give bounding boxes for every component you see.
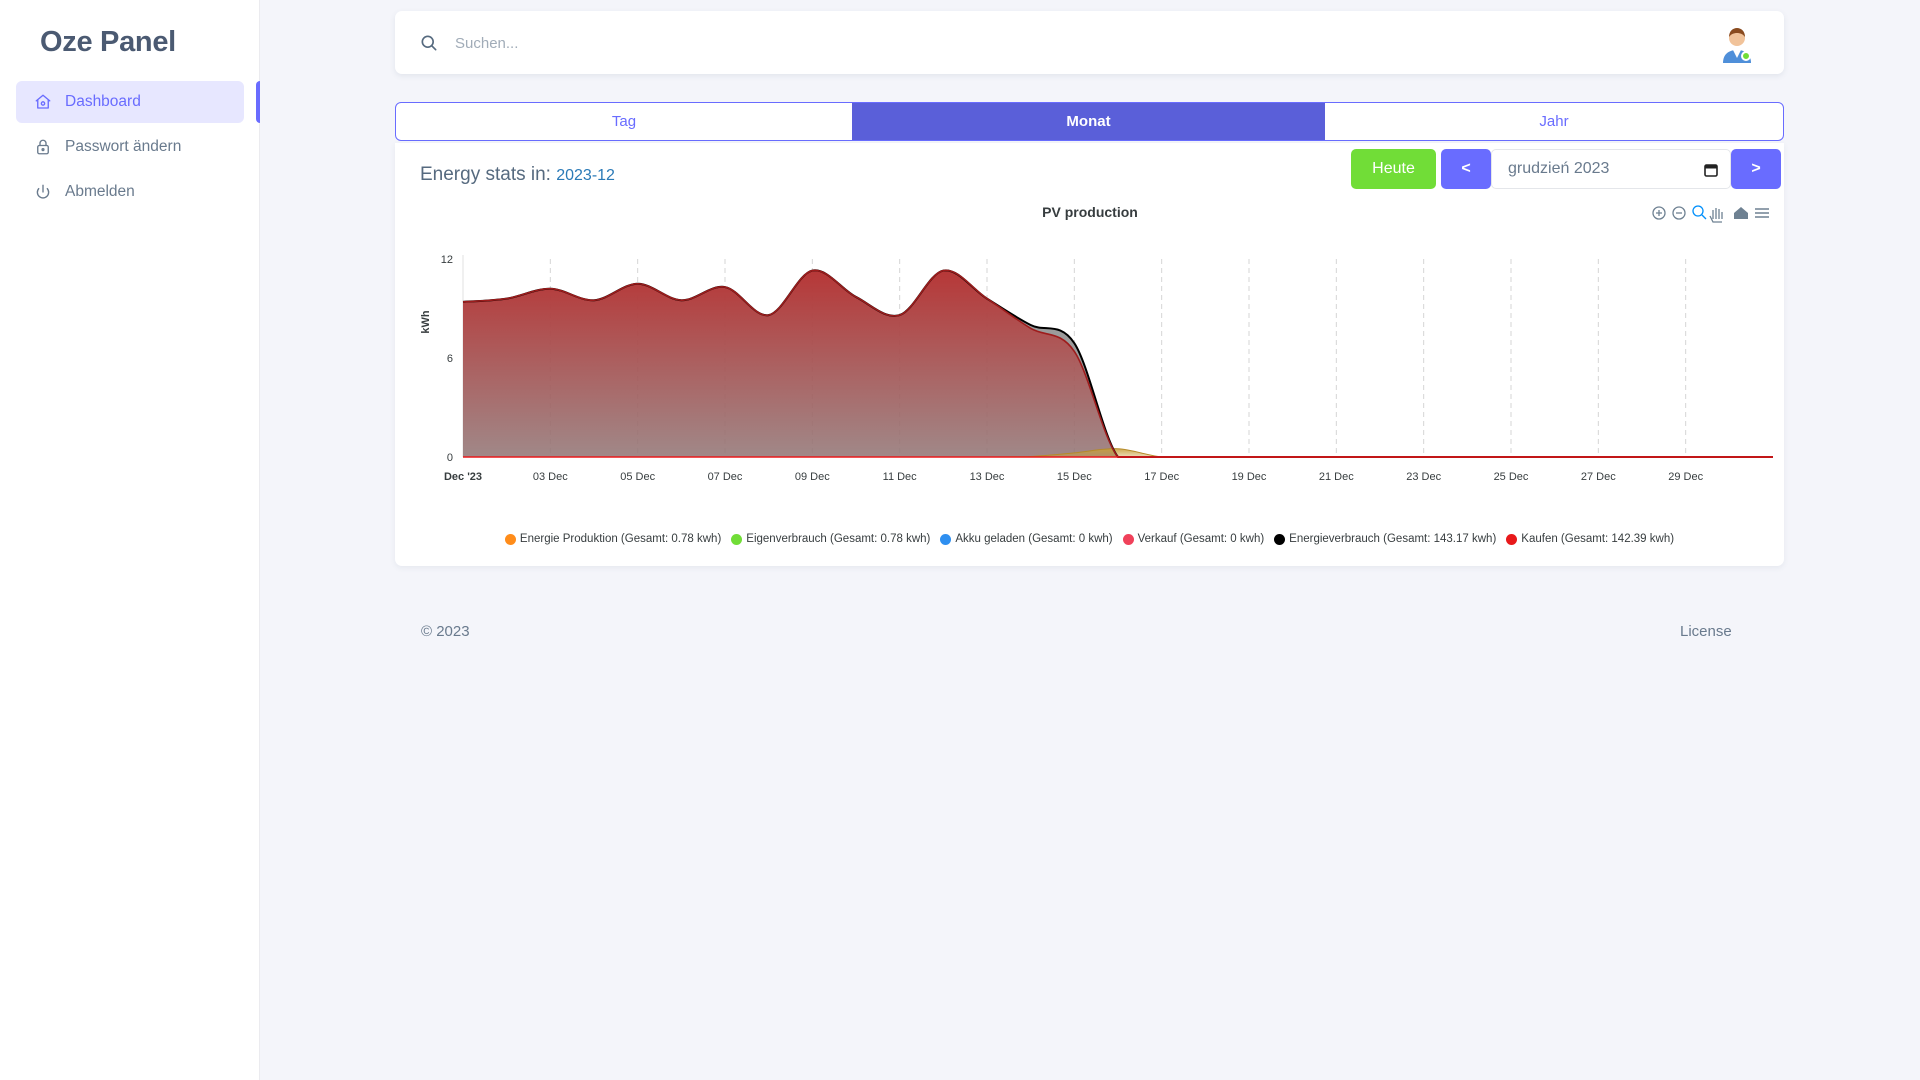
search-input[interactable] (455, 29, 1055, 57)
x-tick-label: 15 Dec (1057, 471, 1092, 483)
x-tick-label: 17 Dec (1144, 471, 1179, 483)
sidebar-item-dashboard[interactable]: Dashboard (16, 81, 244, 123)
footer-license-link[interactable]: License (1680, 623, 1732, 640)
chart-series (462, 269, 1773, 458)
x-tick-label: 25 Dec (1494, 471, 1529, 483)
y-tick-label: 0 (447, 452, 453, 464)
legend-marker (504, 533, 516, 545)
series-area-energie-produktion (463, 448, 1773, 457)
active-indicator (256, 81, 260, 123)
stats-period: 2023-12 (556, 167, 615, 184)
chart-legend: Energie Produktion (Gesamt: 0.78 kwh) Eig… (395, 533, 1784, 545)
zoom-out-icon[interactable] (1672, 206, 1686, 220)
tab-month[interactable]: Monat (852, 103, 1325, 140)
reset-home-icon[interactable] (1734, 207, 1748, 219)
pv-production-chart: PV production kWh 0 6 12 Dec '23 03 Dec 05 D… (420, 204, 1773, 483)
y-axis-label: kWh (420, 310, 432, 334)
x-tick-label: Dec '23 (444, 471, 482, 483)
legend-item[interactable]: Energie Produktion (Gesamt: 0.78 kwh) (504, 533, 722, 545)
sidebar-item-logout[interactable]: Abmelden (16, 171, 244, 213)
x-tick-label: 07 Dec (708, 471, 743, 483)
calendar-icon[interactable] (1704, 163, 1718, 177)
legend-label: Eigenverbrauch (Gesamt: 0.78 kwh) (746, 533, 931, 545)
x-axis-ticks: Dec '23 03 Dec 05 Dec 07 Dec 09 Dec 11 Dec 13 … (444, 471, 1704, 483)
legend-label: Verkauf (Gesamt: 0 kwh) (1137, 533, 1265, 545)
sidebar-item-change-password[interactable]: Passwort ändern (16, 126, 244, 168)
x-tick-label: 13 Dec (970, 471, 1005, 483)
legend-label: Akku geladen (Gesamt: 0 kwh) (955, 533, 1113, 545)
x-tick-label: 23 Dec (1406, 471, 1441, 483)
sidebar-item-label: Passwort ändern (65, 138, 182, 155)
legend-label: Energieverbrauch (Gesamt: 143.17 kwh) (1289, 533, 1497, 545)
legend-item[interactable]: Kaufen (Gesamt: 142.39 kwh) (1506, 533, 1674, 545)
legend-item[interactable]: Eigenverbrauch (Gesamt: 0.78 kwh) (731, 533, 930, 545)
next-month-button[interactable]: > (1731, 149, 1781, 189)
zoom-in-icon[interactable] (1652, 206, 1666, 220)
chart-title: PV production (1042, 204, 1138, 220)
pan-hand-icon[interactable] (1709, 208, 1723, 223)
x-tick-label: 11 Dec (883, 471, 918, 483)
search-icon (421, 35, 437, 51)
series-area-kaufen (463, 270, 1773, 457)
tab-day[interactable]: Tag (611, 113, 637, 130)
legend-marker (1506, 533, 1518, 545)
legend-label: Energie Produktion (Gesamt: 0.78 kwh) (519, 533, 722, 545)
legend-item[interactable]: Energieverbrauch (Gesamt: 143.17 kwh) (1274, 533, 1496, 545)
avatar[interactable] (1717, 23, 1757, 63)
y-tick-label: 12 (441, 254, 453, 266)
legend-marker (1122, 533, 1134, 545)
y-axis-ticks: 0 6 12 (441, 254, 453, 464)
sidebar-item-label: Dashboard (65, 93, 141, 110)
energy-stats-card: Energy stats in: 2023-12 Heute < grudzie… (395, 143, 1784, 566)
stats-title: Energy stats in: 2023-12 (420, 164, 615, 186)
sidebar-menu: Dashboard Passwort ändern Abmelden (16, 81, 244, 216)
month-picker[interactable]: grudzień 2023 (1491, 149, 1731, 189)
selection-zoom-icon[interactable] (1692, 205, 1707, 220)
x-tick-label: 09 Dec (795, 471, 830, 483)
home-icon (35, 94, 51, 109)
legend-item[interactable]: Akku geladen (Gesamt: 0 kwh) (940, 533, 1113, 545)
power-icon (36, 184, 50, 199)
x-tick-label: 21 Dec (1319, 471, 1354, 483)
today-button[interactable]: Heute (1351, 149, 1436, 189)
x-tick-label: 05 Dec (620, 471, 655, 483)
sidebar: Oze Panel Dashboard Passwort ändern Abme… (0, 0, 260, 1080)
y-tick-label: 6 (447, 353, 453, 365)
x-tick-label: 03 Dec (533, 471, 568, 483)
x-tick-label: 19 Dec (1232, 471, 1267, 483)
period-tabs: Tag Monat Jahr (395, 102, 1784, 141)
previous-month-button[interactable]: < (1441, 149, 1491, 189)
legend-item[interactable]: Verkauf (Gesamt: 0 kwh) (1122, 533, 1265, 545)
x-tick-label: 27 Dec (1581, 471, 1616, 483)
top-navbar (395, 11, 1784, 74)
legend-marker (1274, 533, 1286, 545)
brand-title: Oze Panel (40, 26, 176, 58)
legend-marker (940, 533, 952, 545)
stats-title-prefix: Energy stats in: (420, 164, 551, 185)
legend-label: Kaufen (Gesamt: 142.39 kwh) (1521, 533, 1675, 545)
tab-year[interactable]: Jahr (1539, 113, 1569, 130)
lock-icon (37, 139, 49, 155)
footer-copyright: © 2023 (421, 623, 470, 640)
menu-icon[interactable] (1755, 208, 1769, 218)
online-status-dot (1741, 51, 1751, 61)
month-picker-value: grudzień 2023 (1508, 160, 1610, 177)
sidebar-item-label: Abmelden (65, 183, 135, 200)
x-tick-label: 29 Dec (1668, 471, 1703, 483)
chart-toolbar (1652, 205, 1769, 223)
legend-marker (731, 533, 743, 545)
